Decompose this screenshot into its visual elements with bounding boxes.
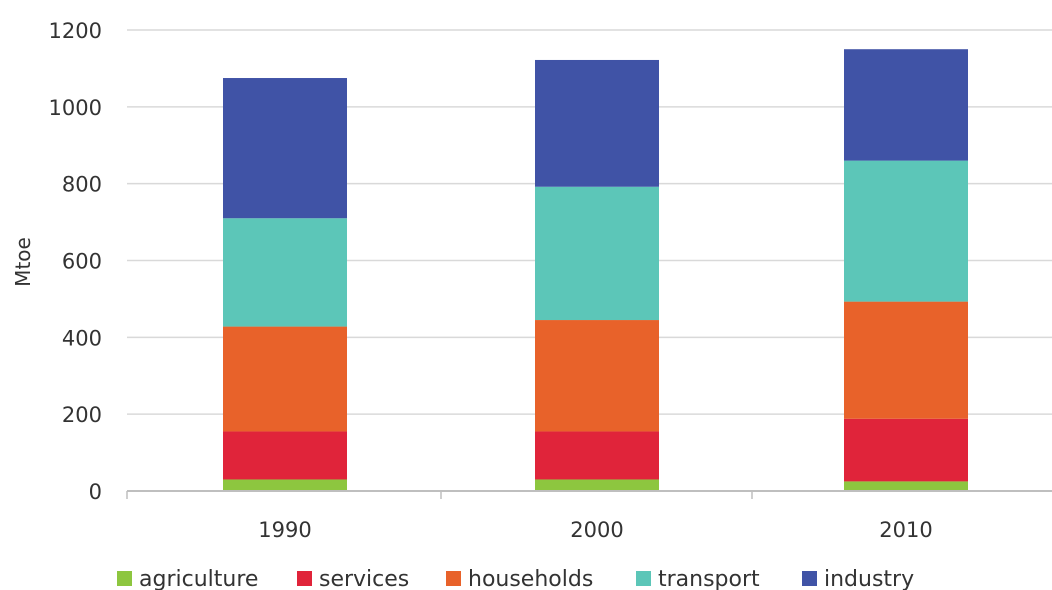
bar-segment-households-2010 [844,301,968,419]
bar-segment-industry-2000 [535,59,659,187]
legend-label-industry: industry [824,567,914,590]
bar-segment-industry-1990 [223,78,347,219]
bar-segment-transport-2000 [535,186,659,321]
legend-label-transport: transport [658,567,760,590]
y-tick-label: 0 [89,480,102,504]
y-tick-label: 200 [62,403,102,427]
x-tick-label: 2010 [879,518,932,542]
legend-label-households: households [468,567,593,590]
y-tick-label: 800 [62,173,102,197]
axes: Mtoe 0 200 400 600 800 1000 1200 1990 2000 2010 [11,19,1052,542]
bar-segment-agriculture-2010 [844,481,968,491]
legend-swatch-agriculture [117,571,132,586]
x-tick-label: 2000 [570,518,623,542]
y-axis-title: Mtoe [11,237,35,287]
legend-swatch-services [297,571,312,586]
bars [223,49,968,491]
legend: agriculture services households transport in… [117,567,914,590]
bar-segment-transport-1990 [223,218,347,327]
legend-label-agriculture: agriculture [139,567,258,590]
x-tick-label: 1990 [258,518,311,542]
bar-segment-services-2010 [844,418,968,482]
legend-swatch-households [446,571,461,586]
legend-swatch-industry [802,571,817,586]
bar-segment-agriculture-1990 [223,479,347,491]
y-tick-label: 600 [62,250,102,274]
bar-segment-industry-2010 [844,49,968,161]
legend-label-services: services [319,567,409,590]
bar-segment-agriculture-2000 [535,479,659,491]
bar-segment-services-1990 [223,431,347,480]
y-tick-label: 1200 [49,19,102,43]
bar-segment-households-2000 [535,320,659,432]
y-tick-label: 400 [62,326,102,350]
y-tick-label: 1000 [49,96,102,120]
bar-segment-transport-2010 [844,160,968,302]
bar-segment-households-1990 [223,326,347,432]
legend-swatch-transport [636,571,651,586]
bar-segment-services-2000 [535,431,659,480]
